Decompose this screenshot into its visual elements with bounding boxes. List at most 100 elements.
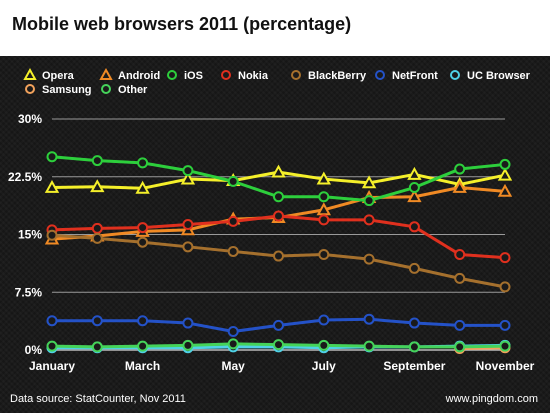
legend-marker-opera (23, 67, 37, 80)
legend-marker-ios (167, 70, 177, 80)
data-point-other (408, 341, 420, 353)
data-point-netfront (363, 313, 375, 325)
data-point-ios (227, 175, 239, 187)
legend-label-opera: Opera (42, 70, 75, 82)
legend-label-nokia: Nokia (238, 70, 269, 82)
data-point-android (407, 189, 422, 203)
data-point-blackberry (454, 272, 466, 284)
x-tick-label: March (125, 359, 160, 373)
x-tick-label: January (29, 359, 75, 373)
line-chart: Opera Android iOS Nokia BlackBerry NetFront UC… (8, 67, 535, 373)
data-point-opera (44, 179, 60, 193)
y-tick-label: 15% (18, 228, 42, 242)
data-point-ios (408, 182, 420, 194)
data-point-other (46, 340, 58, 352)
data-point-netfront (318, 314, 330, 326)
data-point-netfront (227, 326, 239, 338)
data-point-nokia (454, 249, 466, 261)
data-point-netfront (137, 315, 149, 327)
legend-marker-netfront (375, 70, 385, 80)
data-point-nokia (273, 210, 284, 222)
data-point-blackberry (227, 245, 239, 257)
data-point-other (227, 338, 239, 350)
x-tick-label: November (476, 359, 535, 373)
legend-marker-samsung (25, 84, 35, 94)
data-point-ios (273, 191, 284, 203)
y-tick-label: 30% (18, 112, 42, 126)
data-point-ios (499, 158, 511, 170)
legend-marker-nokia (221, 70, 231, 80)
data-point-other (137, 340, 149, 352)
data-point-ios (137, 157, 149, 169)
data-point-nokia (182, 218, 194, 230)
data-point-ios (182, 165, 194, 177)
legend-label-android: Android (118, 70, 160, 82)
y-tick-label: 22.5% (8, 170, 42, 184)
data-point-opera (497, 167, 513, 181)
data-point-netfront (91, 315, 103, 327)
y-tick-label: 7.5% (15, 285, 43, 299)
legend-label-samsung: Samsung (42, 84, 92, 96)
data-point-nokia (137, 222, 149, 234)
data-point-opera (271, 164, 286, 178)
legend-marker-blackberry (291, 70, 301, 80)
data-point-netfront (46, 315, 58, 327)
data-point-other (363, 340, 375, 352)
data-point-blackberry (182, 241, 194, 253)
data-point-other (454, 341, 466, 353)
data-point-opera (316, 171, 331, 185)
x-axis: January March May July September November (29, 359, 535, 373)
data-point-ios (46, 151, 58, 163)
data-point-other (318, 339, 330, 351)
data-point-android (316, 202, 331, 216)
legend-label-uc-browser: UC Browser (467, 70, 531, 82)
legend-label-other: Other (118, 84, 148, 96)
legend-label-ios: iOS (184, 70, 203, 82)
x-tick-label: July (312, 359, 336, 373)
data-point-blackberry (499, 281, 511, 293)
data-point-netfront (454, 319, 466, 331)
series-line-samsung (459, 346, 506, 350)
chart-legend: Opera Android iOS Nokia BlackBerry NetFront UC… (23, 67, 531, 96)
data-point-netfront (273, 319, 284, 331)
x-tick-label: September (383, 359, 445, 373)
data-point-nokia (363, 214, 375, 226)
data-point-opera (90, 179, 105, 193)
credit-link[interactable]: www.pingdom.com (445, 393, 538, 405)
data-point-blackberry (318, 249, 330, 261)
data-point-netfront (182, 317, 194, 329)
data-point-nokia (318, 214, 330, 226)
data-point-opera (180, 171, 196, 185)
data-point-opera (135, 180, 150, 194)
data-point-nokia (408, 221, 420, 233)
data-point-other (273, 339, 284, 351)
data-point-blackberry (137, 236, 149, 248)
data-point-opera (361, 175, 377, 189)
data-point-other (499, 340, 511, 352)
legend-label-netfront: NetFront (392, 70, 438, 82)
series-lines (44, 151, 513, 354)
y-tick-label: 0% (25, 343, 43, 357)
data-point-blackberry (408, 262, 420, 274)
legend-marker-uc-browser (450, 70, 460, 80)
data-point-blackberry (46, 229, 58, 241)
data-point-netfront (499, 319, 511, 331)
data-source-note: Data source: StatCounter, Nov 2011 (10, 393, 186, 405)
legend-marker-android (99, 67, 113, 80)
data-point-ios (91, 155, 103, 167)
data-point-ios (454, 163, 466, 175)
data-point-android (452, 179, 467, 193)
data-point-blackberry (273, 250, 284, 262)
data-point-nokia (227, 215, 239, 227)
data-point-other (91, 341, 103, 353)
y-axis: 0% 7.5% 15% 22.5% 30% (8, 112, 42, 357)
data-point-nokia (91, 222, 103, 234)
data-point-ios (363, 195, 375, 207)
x-tick-label: May (222, 359, 246, 373)
data-point-opera (407, 166, 422, 180)
data-point-blackberry (91, 232, 103, 244)
title-bar: Mobile web browsers 2011 (percentage) (0, 0, 550, 56)
data-point-nokia (499, 252, 511, 264)
legend-marker-other (101, 84, 111, 94)
data-point-netfront (408, 317, 420, 329)
